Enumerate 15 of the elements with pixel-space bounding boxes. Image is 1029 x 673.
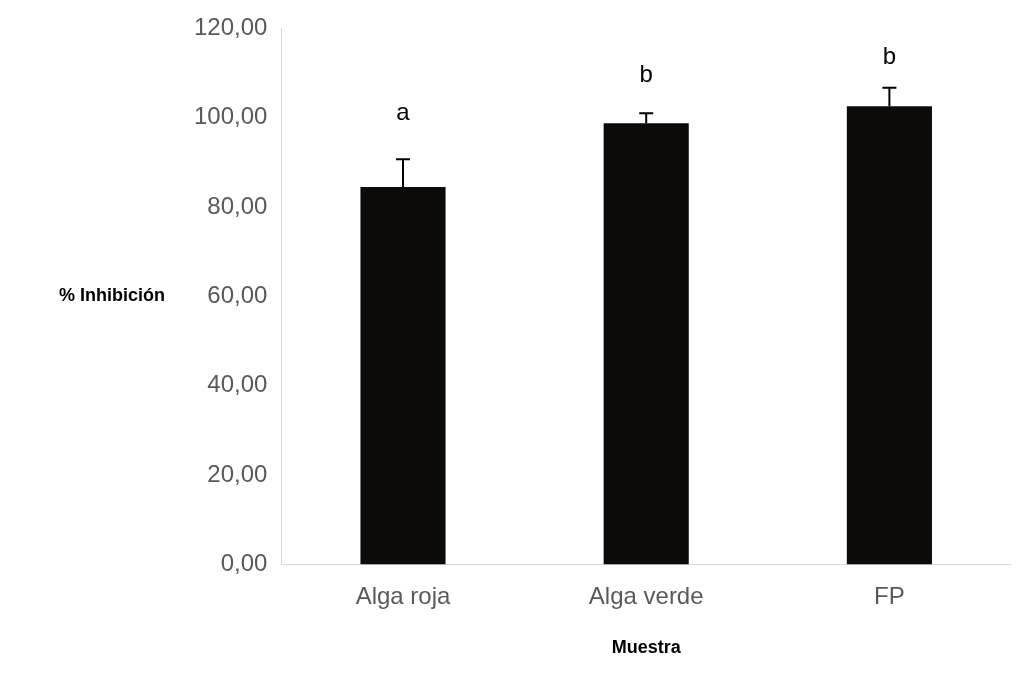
y-axis-title: % Inhibición: [59, 285, 165, 306]
annotation: a: [396, 97, 411, 125]
y-tick-label: 100,00: [194, 102, 268, 130]
x-axis-title: Muestra: [611, 637, 682, 658]
x-tick-label: FP: [874, 581, 905, 609]
y-tick-label: 60,00: [207, 281, 268, 309]
y-tick-label: 20,00: [207, 459, 268, 487]
y-tick-label: 80,00: [207, 191, 268, 219]
y-tick-label: 120,00: [194, 13, 268, 41]
y-tick-label: 40,00: [207, 370, 268, 398]
x-tick-label: Alga verde: [588, 581, 704, 609]
y-tick-label: 0,00: [220, 549, 268, 577]
annotation: b: [639, 59, 653, 87]
x-tick-label: Alga roja: [355, 581, 452, 609]
annotation: b: [882, 42, 897, 70]
